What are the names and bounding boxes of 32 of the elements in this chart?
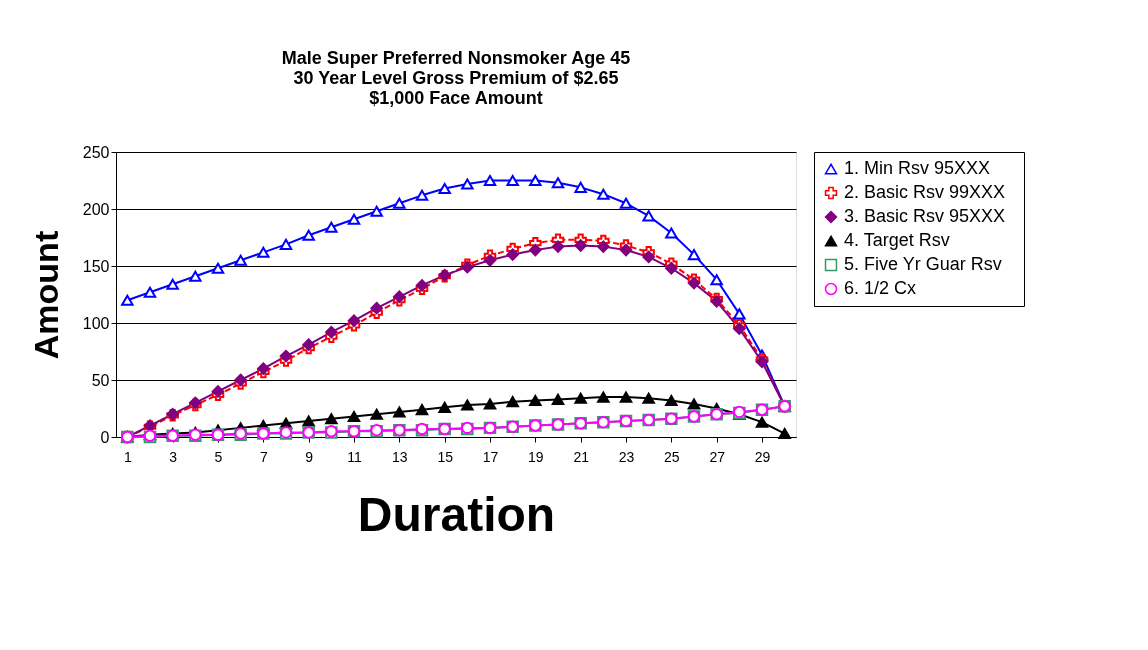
y-tick-label: 50 [91,371,110,389]
x-axis-title: Duration [357,487,556,541]
x-tick-label: 27 [709,448,726,465]
x-tick-label: 9 [305,448,314,465]
y-tick-label: 250 [82,143,110,161]
y-axis-title: Amount [26,230,65,360]
x-tick-label: 25 [664,448,680,465]
y-tick-label: 150 [82,257,110,275]
text: Male Super Preferred Nonsmoker Age 45 [281,48,631,68]
x-tick-label: 17 [482,448,499,465]
legend-label: 1. Min Rsv 95XXX [844,158,991,178]
y-tick-label: 100 [82,314,110,332]
legend-label: 4. Target Rsv [844,230,950,250]
legend-label: 3. Basic Rsv 95XXX [844,206,1006,226]
x-tick-label: 19 [528,448,544,465]
legend-label: 5. Five Yr Guar Rsv [844,254,1002,274]
x-tick-label: 3 [169,448,178,465]
x-tick-label: 15 [437,448,454,465]
x-tick-label: 29 [754,448,771,465]
x-tick-label: 1 [123,448,132,465]
legend-label: 2. Basic Rsv 99XXX [844,182,1006,202]
x-tick-label: 5 [214,448,223,465]
x-tick-label: 23 [618,448,635,465]
y-tick-label: 200 [82,200,110,218]
text: 30 Year Level Gross Premium of $2.65 [293,68,619,88]
x-tick-label: 11 [347,448,362,465]
x-tick-label: 7 [259,448,268,465]
legend-label: 6. 1/2 Cx [844,278,917,298]
y-tick-label: 0 [100,428,110,446]
text: $1,000 Face Amount [369,88,543,108]
x-tick-label: 21 [573,448,590,465]
x-tick-label: 13 [392,448,408,465]
